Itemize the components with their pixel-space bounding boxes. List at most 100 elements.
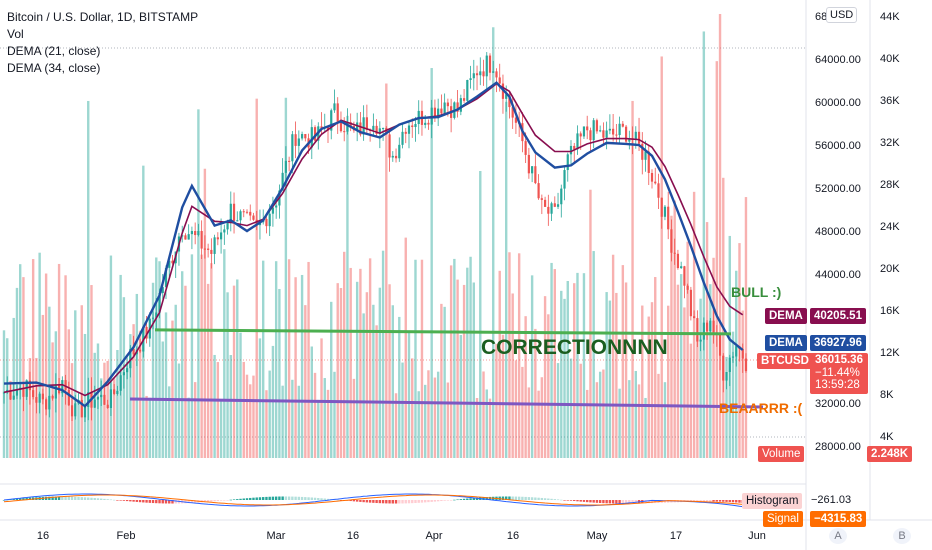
volume-bar (647, 316, 650, 458)
horizontal-levels[interactable] (129, 328, 764, 409)
volume-bar (291, 379, 294, 458)
candle-body (35, 397, 38, 403)
candle-body (168, 260, 171, 268)
volume-bar (378, 287, 382, 458)
candle-body (586, 126, 589, 131)
volume-bar (683, 307, 686, 458)
candle-body (556, 204, 560, 207)
candle-body (744, 358, 748, 372)
volume-bar (219, 400, 223, 458)
macd-histogram-bar (142, 500, 145, 503)
volume-bar (125, 361, 129, 458)
macd-histogram-bar (265, 496, 268, 500)
volume-bar (265, 390, 268, 458)
volume-bar (524, 316, 527, 458)
candle-body (70, 405, 74, 417)
candle-body (132, 348, 135, 355)
candle-body (145, 326, 148, 339)
volume-bars (2, 14, 748, 459)
macd-histogram-bar (300, 496, 304, 500)
correction-annotation[interactable]: CORRECTIONNNN (481, 336, 668, 359)
candle-body (667, 206, 670, 230)
macd-histogram-bar (469, 498, 472, 500)
bull-annotation[interactable]: BULL :) (731, 284, 782, 300)
volume-tick-label: 44K (880, 11, 900, 23)
candle-body (576, 133, 579, 150)
macd-histogram-bar (550, 498, 553, 500)
currency-selector[interactable]: USD (826, 7, 858, 23)
dema34-tag-value: 40205.51 (810, 308, 866, 324)
auto-scale-button[interactable]: A (829, 528, 847, 544)
candle-body (365, 117, 368, 130)
indicator-dema-34[interactable]: DEMA (34, close) (7, 61, 101, 75)
macd-histogram-bar (566, 500, 569, 501)
macd-histogram-bar (634, 500, 637, 504)
log-scale-button[interactable]: B (893, 528, 911, 544)
candle-body (543, 199, 547, 207)
volume-bar (398, 316, 401, 458)
macd-histogram-bar (388, 500, 391, 504)
volume-bar (129, 334, 132, 458)
volume-bar (352, 378, 356, 458)
macd-histogram-bar (420, 500, 424, 503)
price-tick-label: 64000.00 (815, 54, 861, 66)
volume-bar (155, 257, 158, 458)
macd-histogram-bar (294, 496, 297, 500)
symbol-title[interactable]: Bitcoin / U.S. Dollar, 1D, BITSTAMP (7, 10, 199, 24)
price-tick-label: 32000.00 (815, 398, 861, 410)
candle-body (385, 128, 388, 135)
volume-bar (641, 305, 644, 458)
volume-bar (595, 382, 599, 458)
volume-bar (576, 272, 579, 458)
indicator-vol[interactable]: Vol (7, 27, 24, 41)
macd-histogram-bar (372, 500, 375, 503)
volume-tag-value: 2.248K (867, 446, 913, 462)
candle-body (232, 203, 236, 221)
macd-histogram-bar (206, 500, 210, 502)
macd-histogram-bar (252, 497, 255, 500)
volume-tick-label: 16K (880, 305, 900, 317)
macd-histogram-bar (48, 496, 51, 500)
bear-annotation[interactable]: BEAARRR :( (719, 400, 803, 416)
candle-body (709, 320, 712, 332)
indicator-dema-21[interactable]: DEMA (21, close) (7, 44, 101, 58)
candle-body (336, 103, 339, 122)
candle-body (161, 287, 164, 294)
candle-body (566, 154, 569, 171)
macd-histogram-bar (355, 500, 359, 502)
macd-histogram-bar (313, 497, 317, 500)
volume-bar (495, 343, 498, 458)
price-tick-label: 68 (815, 11, 827, 23)
volume-bar (119, 274, 122, 458)
candle-body (650, 172, 654, 182)
macd-histogram-bar (624, 500, 628, 504)
volume-bar (28, 357, 32, 458)
volume-bar (346, 115, 349, 458)
macd-histogram-bar (365, 500, 369, 503)
candle-body (728, 357, 731, 372)
candle-body (9, 389, 12, 400)
macd-histogram-bar (349, 500, 352, 502)
dema34-tag-label: DEMA (765, 308, 807, 324)
candle-body (242, 211, 245, 213)
time-tick-label: 17 (670, 530, 682, 542)
candle-body (547, 206, 550, 214)
macd-histogram-bar (336, 499, 339, 501)
volume-bar (534, 328, 537, 458)
macd-histogram-bar (278, 496, 281, 500)
macd-histogram-bar (443, 500, 446, 501)
candle-body (388, 134, 391, 158)
candle-body (540, 198, 543, 200)
candle-body (268, 213, 271, 227)
candle-body (569, 145, 573, 155)
volume-bar (440, 303, 443, 458)
macd-histogram-bar (543, 498, 547, 500)
candle-body (239, 211, 242, 221)
candle-body (343, 131, 346, 133)
price-tick-label: 28000.00 (815, 441, 861, 453)
macd-histogram-bar (586, 500, 589, 503)
macd-histogram-bar (712, 500, 715, 502)
macd-histogram-bar (326, 498, 330, 500)
volume-bar (560, 290, 563, 458)
